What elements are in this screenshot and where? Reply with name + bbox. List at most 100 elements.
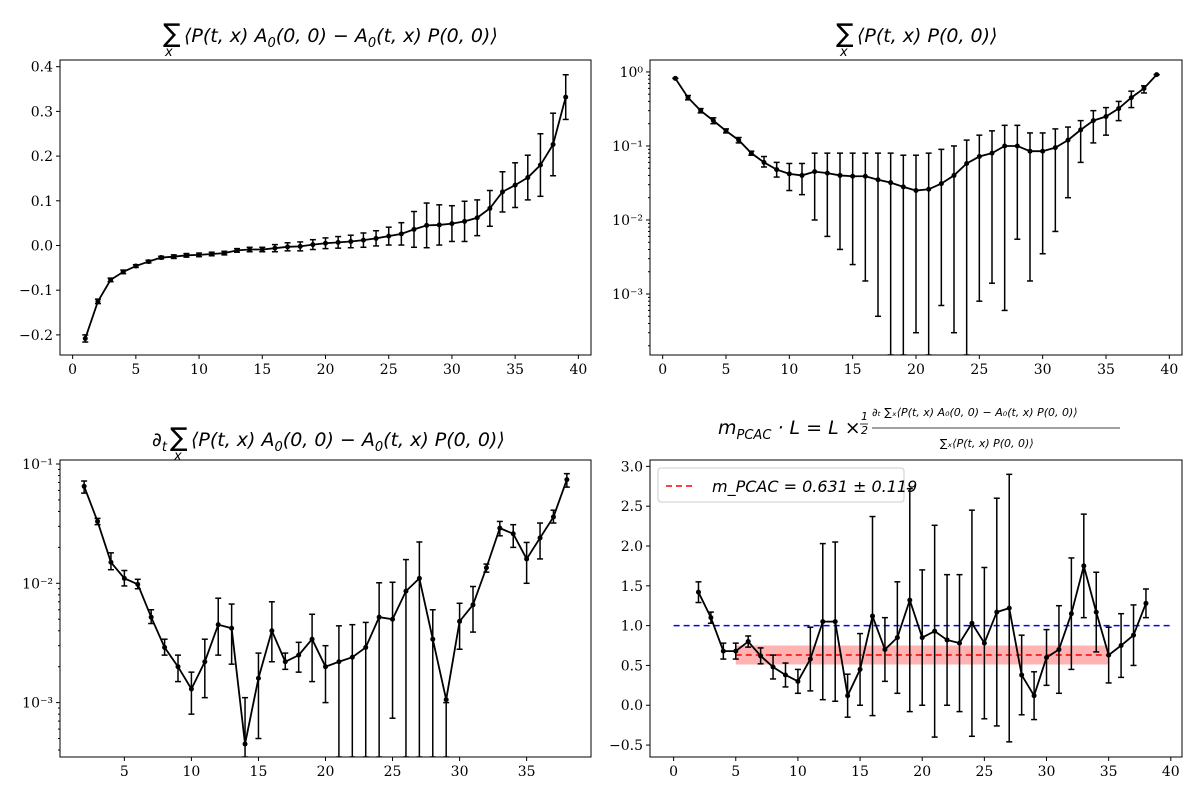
panel-bottom-left: ∂t ∑ x ⟨P(t, x) A0(0, 0) − A0(t, x) P(0,…: [22, 423, 592, 780]
data-point: [981, 640, 987, 646]
data-point: [188, 686, 194, 692]
data-point: [1154, 72, 1160, 78]
data-point: [436, 222, 442, 228]
y-tick-label: 0.3: [31, 104, 53, 120]
data-point: [386, 233, 392, 239]
data-point: [907, 597, 913, 603]
data-point: [162, 644, 168, 650]
data-point: [1027, 148, 1033, 154]
data-point: [121, 575, 127, 581]
panel-bottom-right-title: mPCAC · L = L × 1 2 ∂ₜ ∑ₓ⟨P(t, x) A₀(0, …: [718, 406, 1120, 450]
y-tick-label: 2.5: [621, 499, 643, 515]
x-tick-label: 30: [1034, 362, 1052, 378]
data-point: [795, 678, 801, 684]
data-point: [1052, 145, 1058, 151]
data-point: [1106, 652, 1112, 658]
axis-frame: [649, 459, 1183, 758]
data-point: [175, 664, 181, 670]
svg-text:1: 1: [861, 410, 868, 423]
data-point: [525, 175, 531, 181]
y-tick-label: −0.1: [19, 283, 53, 299]
data-point: [349, 654, 355, 660]
data-point: [373, 235, 379, 241]
svg-text:∑: ∑: [170, 423, 188, 453]
data-point: [932, 628, 938, 634]
x-tick-label: 40: [1162, 764, 1180, 780]
data-point: [1031, 693, 1037, 699]
data-point: [1078, 127, 1084, 133]
x-tick-label: 35: [1097, 362, 1115, 378]
data-point: [269, 628, 275, 634]
svg-text:x: x: [164, 45, 173, 60]
data-point: [875, 177, 881, 183]
data-point: [708, 615, 714, 621]
x-tick-label: 0: [669, 764, 678, 780]
svg-text:∂t: ∂t: [152, 429, 168, 455]
x-tick-label: 20: [317, 362, 335, 378]
x-tick-label: 25: [380, 362, 398, 378]
data-point: [285, 244, 291, 250]
legend-box: [657, 467, 905, 503]
y-tick-label: 10⁻²: [612, 213, 643, 229]
data-point: [951, 172, 957, 178]
svg-text:mPCAC · L = L ×: mPCAC · L = L ×: [718, 417, 861, 443]
x-tick-label: 20: [913, 764, 931, 780]
data-point: [807, 656, 813, 662]
x-tick-label: 5: [722, 362, 731, 378]
data-point: [296, 652, 302, 658]
x-tick-label: 10: [190, 362, 208, 378]
data-point: [938, 181, 944, 187]
plot-area-top-right: 0 5 10 15 20 25 30 35 40 10⁻³ 10⁻² 10⁻¹ 10⁰: [612, 59, 1183, 378]
x-tick-label: 20: [907, 362, 925, 378]
x-tick-label: 30: [1038, 764, 1056, 780]
data-point: [148, 614, 154, 620]
data-point: [309, 636, 315, 642]
panel-top-right: ∑ x ⟨P(t, x) P(0, 0)⟩ 0 5 10 15 20 25 30 35 40 10…: [612, 19, 1183, 378]
data-point: [564, 477, 570, 483]
y-tick-label: 0.0: [621, 698, 643, 714]
axis-frame: [59, 59, 592, 356]
data-point: [108, 559, 114, 565]
data-point: [857, 666, 863, 672]
data-point: [1068, 611, 1074, 617]
data-layer: [673, 473, 1171, 743]
data-point: [812, 169, 818, 175]
data-point: [1081, 563, 1087, 569]
axis-frame: [59, 459, 592, 758]
data-point: [537, 162, 543, 168]
svg-text:⟨P(t, x) A0(0, 0) − A0(t, x) P: ⟨P(t, x) A0(0, 0) − A0(t, x) P(0, 0)⟩: [191, 429, 505, 455]
data-point: [869, 613, 875, 619]
data-point: [81, 483, 87, 489]
x-tick-label: 25: [975, 764, 993, 780]
x-tick-label: 15: [851, 764, 869, 780]
y-tick-label: 2.0: [621, 539, 643, 555]
data-point: [1103, 114, 1109, 120]
data-point: [550, 141, 556, 147]
data-point: [462, 218, 468, 224]
x-tick-label: 20: [317, 764, 335, 780]
series-line: [84, 96, 567, 339]
x-tick-label: 10: [780, 362, 798, 378]
data-point: [733, 648, 739, 654]
x-tick-label: 35: [506, 362, 524, 378]
data-point: [957, 640, 963, 646]
x-tick-label: 15: [844, 362, 862, 378]
x-tick-label: 40: [1160, 362, 1178, 378]
data-point: [524, 556, 530, 562]
x-tick-label: 25: [384, 764, 402, 780]
data-point: [919, 635, 925, 641]
y-tick-label: 10⁻³: [612, 287, 643, 303]
data-point: [862, 173, 868, 179]
data-point: [1006, 605, 1012, 611]
data-point: [108, 277, 114, 283]
y-tick-label: 0.2: [31, 149, 53, 165]
panel-top-left-title: ∑ x ⟨P(t, x) A0(0, 0) − A0(t, x) P(0, 0)…: [163, 19, 498, 60]
data-point: [310, 242, 316, 248]
data-point: [95, 518, 101, 524]
x-tick-label: 5: [120, 764, 129, 780]
data-point: [824, 170, 830, 176]
y-tick-label: 0.5: [621, 658, 643, 674]
y-tick-label: 10⁻¹: [22, 457, 53, 473]
svg-text:2: 2: [861, 424, 868, 437]
data-point: [483, 565, 489, 571]
